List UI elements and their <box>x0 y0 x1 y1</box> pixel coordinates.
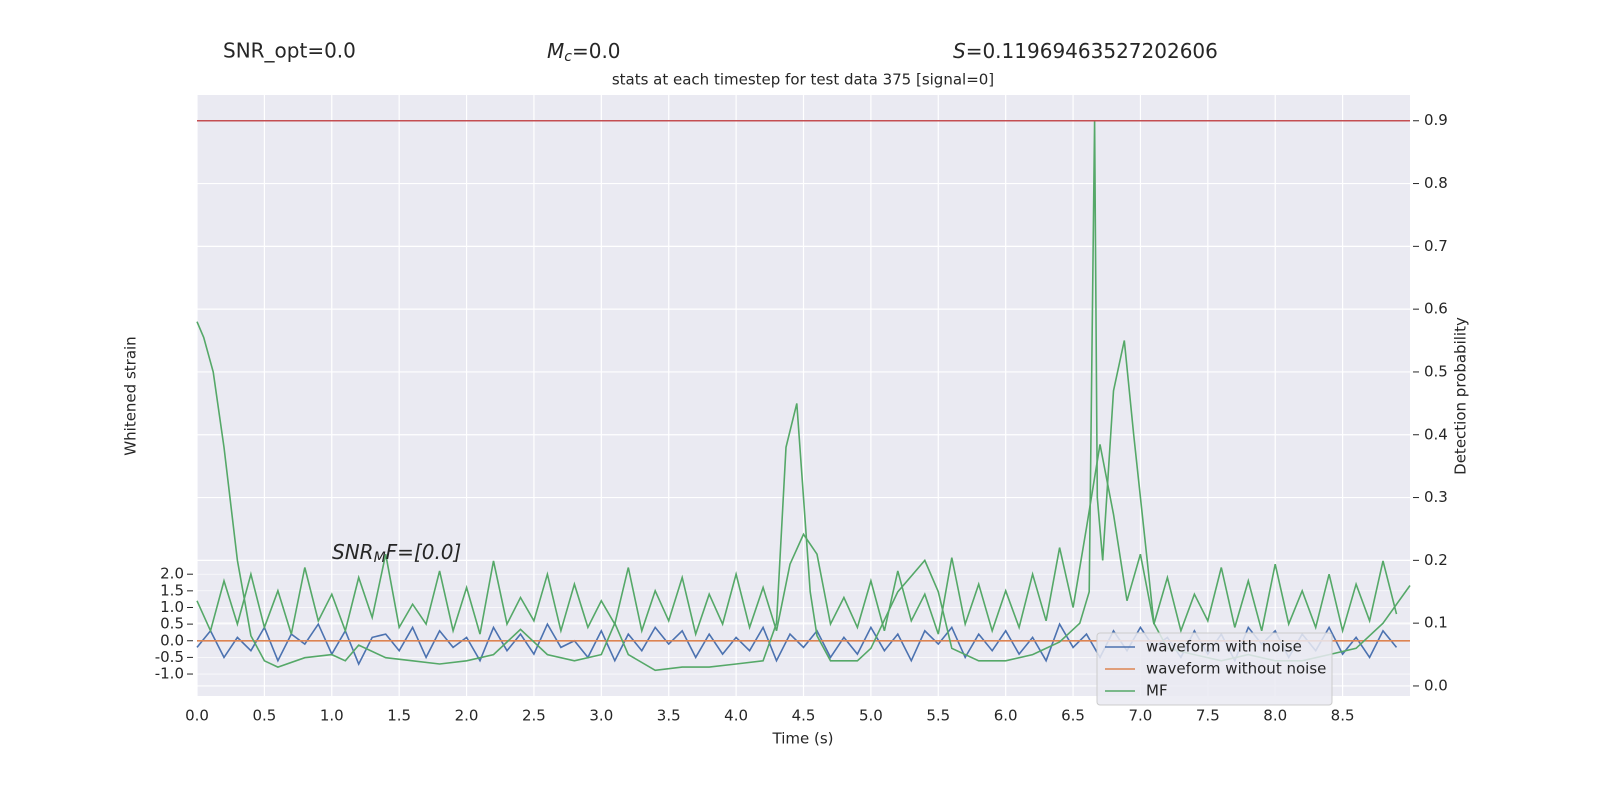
annotation-part: =0.0 <box>572 39 621 63</box>
y2-tick-label: 0.7 <box>1424 237 1448 255</box>
y2-axis-label: Detection probability <box>1452 317 1470 475</box>
x-tick-label: 4.0 <box>724 707 748 725</box>
annotation: SNRMF=[0.0] <box>332 540 461 567</box>
x-tick-label: 7.0 <box>1129 707 1153 725</box>
x-tick-label: 3.0 <box>589 707 613 725</box>
annotation: Mc=0.0 <box>547 39 621 66</box>
x-tick-label: 1.5 <box>387 707 411 725</box>
x-tick-label: 2.0 <box>455 707 479 725</box>
annotation-part: S <box>953 39 966 63</box>
y2-tick-label: 0.8 <box>1424 174 1448 192</box>
y2-tick-label: 0.6 <box>1424 300 1448 318</box>
legend-label: MF <box>1146 682 1168 700</box>
x-tick-label: 6.5 <box>1061 707 1085 725</box>
x-axis-label: Time (s) <box>772 730 834 748</box>
x-tick-label: 3.5 <box>657 707 681 725</box>
x-tick-label: 8.0 <box>1263 707 1287 725</box>
legend-label: waveform with noise <box>1146 638 1302 656</box>
x-tick-label: 7.5 <box>1196 707 1220 725</box>
y-axis-label: Whitened strain <box>122 336 140 455</box>
annotation-part: M <box>547 39 564 63</box>
x-tick-label: 5.0 <box>859 707 883 725</box>
annotation-part: =0.11969463527202606 <box>966 39 1218 63</box>
y-tick-label: 0.0 <box>160 631 184 649</box>
series-line <box>196 120 1411 672</box>
chart-title: stats at each timestep for test data 375… <box>612 71 994 89</box>
annotation: S=0.11969463527202606 <box>953 39 1218 63</box>
y2-tick-label: 0.4 <box>1424 425 1448 443</box>
y2-tick-label: 0.0 <box>1424 676 1448 694</box>
y-tick-label: 1.5 <box>160 581 184 599</box>
legend-label: waveform without noise <box>1146 660 1326 678</box>
x-tick-label: 2.5 <box>522 707 546 725</box>
annotation-part: c <box>564 49 572 65</box>
x-tick-label: 0.0 <box>185 707 209 725</box>
annotation-part: F=[0.0] <box>386 540 462 564</box>
y-tick-label: 2.0 <box>160 565 184 583</box>
x-tick-label: 6.0 <box>994 707 1018 725</box>
x-tick-label: 0.5 <box>252 707 276 725</box>
annotation-part: M <box>374 550 386 566</box>
y-tick-label: 0.5 <box>160 615 184 633</box>
y2-tick-label: 0.5 <box>1424 362 1448 380</box>
annotation: SNR_opt=0.0 <box>223 39 356 63</box>
x-tick-label: 4.5 <box>792 707 816 725</box>
x-tick-label: 5.5 <box>926 707 950 725</box>
y2-tick-label: 0.2 <box>1424 551 1448 569</box>
x-tick-label: 1.0 <box>320 707 344 725</box>
annotation-part: SNR <box>332 540 374 564</box>
x-tick-label: 8.5 <box>1331 707 1355 725</box>
y2-tick-label: 0.1 <box>1424 614 1448 632</box>
y2-tick-label: 0.3 <box>1424 488 1448 506</box>
series-line <box>196 444 1398 637</box>
y2-tick-label: 0.9 <box>1424 111 1448 129</box>
y-tick-label: -1.0 <box>155 665 184 683</box>
legend-box <box>1096 632 1333 706</box>
y-tick-label: -0.5 <box>155 648 184 666</box>
y-tick-label: 1.0 <box>160 598 184 616</box>
